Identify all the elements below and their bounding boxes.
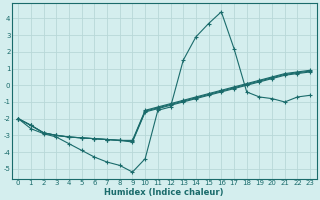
X-axis label: Humidex (Indice chaleur): Humidex (Indice chaleur) (104, 188, 224, 197)
